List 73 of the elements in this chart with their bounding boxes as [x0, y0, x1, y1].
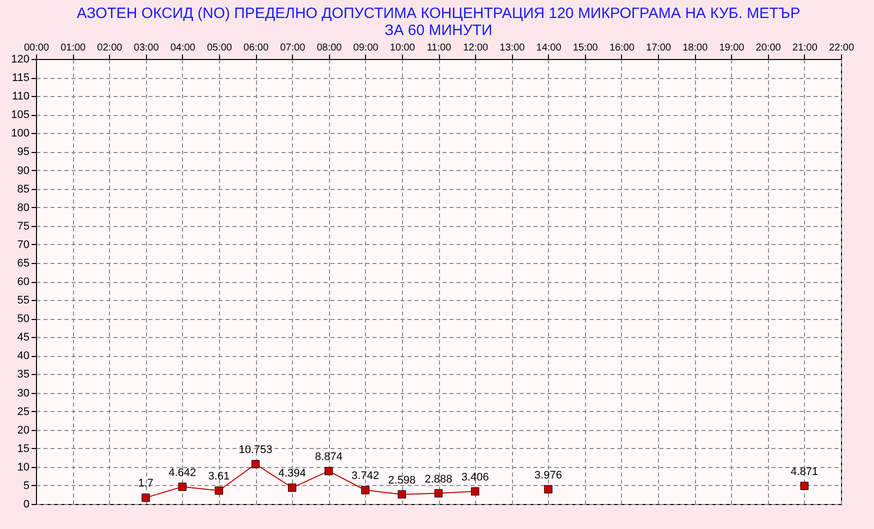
x-tick-label: 22:00	[828, 42, 854, 54]
y-tick-label: 115	[12, 72, 30, 84]
x-tick-label: 10:00	[390, 42, 416, 54]
x-tick-label: 20:00	[756, 42, 782, 54]
y-tick-label: 90	[17, 164, 30, 177]
x-tick-label: 03:00	[134, 42, 160, 54]
point	[178, 482, 186, 491]
data-label: 4.871	[790, 466, 818, 478]
x-tick-label: 12:00	[463, 42, 489, 54]
y-tick-label: 50	[17, 313, 30, 326]
y-tick-label: 5	[23, 480, 30, 492]
y-tick-label: 80	[17, 202, 30, 214]
x-tick-label: 15:00	[572, 42, 598, 54]
data-label: 4.394	[278, 468, 306, 480]
data-label: 3.406	[461, 471, 489, 484]
x-tick-label: 09:00	[353, 42, 379, 54]
y-tick-label: 60	[17, 276, 30, 288]
y-tick-label: 35	[17, 368, 30, 381]
y-tick-label: 20	[17, 424, 30, 436]
x-tick-label: 13:00	[500, 42, 526, 54]
x-tick-label: 11:00	[426, 42, 452, 54]
point	[470, 487, 480, 496]
y-tick-label: 55	[17, 294, 30, 307]
y-tick-label: 65	[17, 257, 30, 270]
y-tick-label: 0	[23, 498, 30, 510]
y-tick-label: 30	[17, 387, 30, 400]
x-tick-label: 02:00	[97, 42, 123, 54]
data-label: 8.874	[314, 451, 342, 464]
data-label: 4.642	[168, 466, 196, 479]
data-label: 1.7	[138, 478, 154, 490]
point	[288, 484, 296, 492]
y-tick-label: 105	[11, 109, 30, 122]
x-tick-label: 19:00	[719, 42, 745, 54]
y-tick-label: 70	[17, 238, 30, 251]
y-tick-label: 10	[17, 461, 30, 474]
x-tick-label: 04:00	[170, 42, 196, 54]
data-label: 3.742	[352, 470, 380, 482]
x-tick-label: 16:00	[609, 42, 635, 54]
x-tick-label: 06:00	[244, 42, 269, 54]
point	[214, 486, 224, 495]
point	[544, 485, 552, 494]
point	[251, 460, 260, 468]
y-tick-label: 15	[17, 442, 30, 455]
y-tick-label: 75	[17, 220, 30, 232]
x-tick-label: 05:00	[206, 42, 232, 54]
x-tick-label: 17:00	[646, 42, 672, 54]
y-tick-label: 25	[17, 406, 30, 418]
data-label: 3.976	[534, 469, 562, 482]
data-label: 2.598	[388, 474, 416, 486]
point	[398, 490, 406, 498]
y-tick-label: 100	[11, 128, 30, 140]
x-tick-label: 00:00	[24, 42, 50, 54]
y-tick-label: 85	[17, 183, 30, 196]
y-tick-label: 120	[11, 54, 30, 66]
data-label: 3.61	[208, 470, 230, 483]
point	[800, 482, 809, 490]
x-tick-label: 08:00	[316, 42, 342, 54]
x-tick-label: 01:00	[60, 42, 86, 54]
x-tick-label: 07:00	[280, 42, 306, 54]
x-tick-label: 18:00	[682, 42, 708, 54]
y-tick-label: 40	[17, 350, 30, 362]
y-tick-label: 95	[17, 146, 30, 158]
point	[361, 486, 370, 494]
chart-title: АЗОТЕН ОКСИД (NO) ПРЕДЕЛНО ДОПУСТИМА КОНЦЕНТРАЦИЯ 120 МИКРОГРАМА НА КУБ. МЕТЪР ЗА 60 МИНУТИ	[76, 5, 800, 39]
y-tick-label: 45	[17, 332, 30, 344]
x-tick-label: 14:00	[536, 42, 562, 54]
point	[142, 494, 150, 502]
y-tick-label: 110	[12, 90, 30, 103]
data-label: 2.888	[424, 473, 452, 486]
x-tick-label: 21:00	[792, 42, 818, 54]
point	[324, 466, 333, 476]
point	[434, 489, 443, 498]
data-label: 10.753	[238, 444, 272, 456]
